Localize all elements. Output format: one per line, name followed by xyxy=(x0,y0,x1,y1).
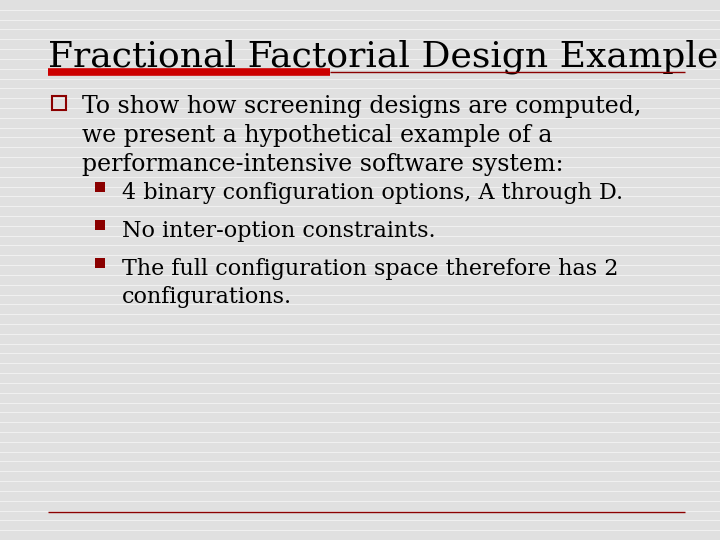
Text: configurations.: configurations. xyxy=(122,286,292,308)
Bar xyxy=(95,220,105,230)
Text: Fractional Factorial Design Example: Fractional Factorial Design Example xyxy=(48,40,719,75)
Text: 4 binary configuration options, A through D.: 4 binary configuration options, A throug… xyxy=(122,182,623,204)
Text: No inter-option constraints.: No inter-option constraints. xyxy=(122,220,436,242)
Text: performance-intensive software system:: performance-intensive software system: xyxy=(82,153,564,176)
Text: The full configuration space therefore has 2: The full configuration space therefore h… xyxy=(122,258,618,280)
Bar xyxy=(52,96,66,110)
Bar xyxy=(95,182,105,192)
Text: we present a hypothetical example of a: we present a hypothetical example of a xyxy=(82,124,552,147)
Text: To show how screening designs are computed,: To show how screening designs are comput… xyxy=(82,95,642,118)
Bar xyxy=(95,258,105,268)
